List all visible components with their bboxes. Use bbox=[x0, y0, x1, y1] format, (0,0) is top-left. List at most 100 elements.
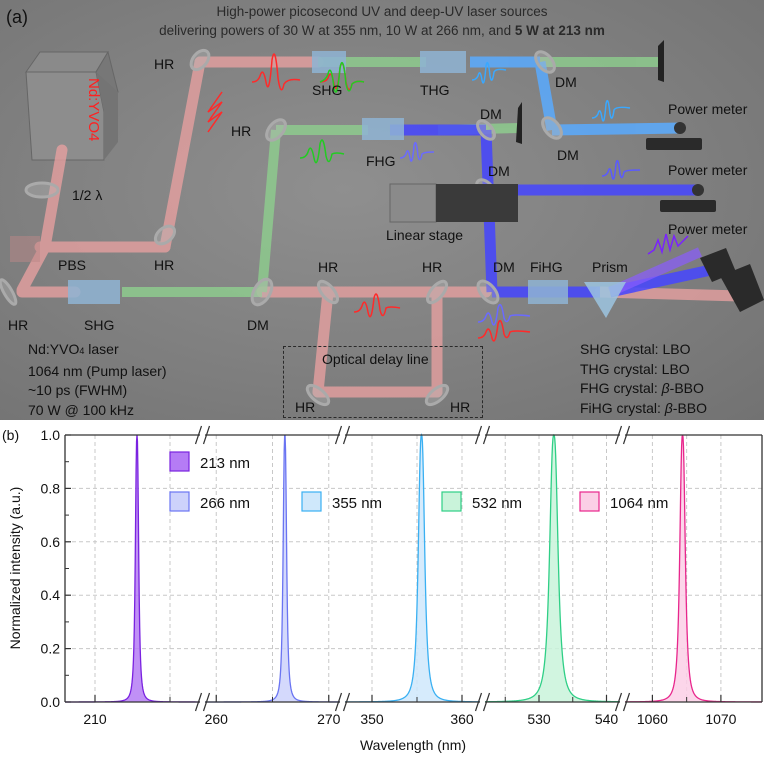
label-optical-delay-line: Optical delay line bbox=[322, 351, 429, 367]
x-tick-label: 350 bbox=[360, 711, 384, 727]
crystals bbox=[68, 51, 568, 304]
label-hr-pbs: HR bbox=[154, 257, 175, 273]
thg-crystal bbox=[420, 51, 466, 73]
label-power-meter-3: Power meter bbox=[668, 221, 748, 237]
uv355-pulse-2 bbox=[591, 99, 631, 122]
x-tick-label: 530 bbox=[527, 711, 551, 727]
green-pulse-1 bbox=[319, 62, 365, 93]
label-power-meter-1: Power meter bbox=[668, 101, 748, 117]
beam-dumps bbox=[516, 40, 664, 144]
grid-layer bbox=[65, 435, 762, 702]
fhg-crystal bbox=[362, 118, 404, 140]
uv266-pulse-2 bbox=[601, 159, 641, 180]
axis-break-mark bbox=[482, 692, 491, 712]
peak-line-532nm bbox=[484, 433, 620, 703]
uv213-pulse bbox=[647, 233, 689, 255]
setup-schematic: (a) High-power picosecond UV and deep-UV… bbox=[0, 0, 764, 420]
legend-item: 213 nm bbox=[169, 451, 250, 472]
fihg-crystal bbox=[528, 280, 568, 304]
label-dm-right2: DM bbox=[557, 147, 579, 163]
peak-line-1064nm bbox=[624, 434, 762, 703]
legend-label: 532 nm bbox=[472, 495, 522, 512]
y-axis-label: Normalized intensity (a.u.) bbox=[7, 487, 23, 650]
polarization-pulse bbox=[207, 91, 223, 133]
label-hr-delay-out: HR bbox=[422, 259, 443, 275]
y-tick-label: 0.8 bbox=[41, 480, 61, 496]
x-tick-label: 540 bbox=[595, 711, 619, 727]
linear-stage bbox=[389, 183, 518, 223]
label-half-wave-plate: 1/2 λ bbox=[72, 187, 103, 203]
label-dm-thg: DM bbox=[480, 106, 502, 122]
peak-fill-532nm bbox=[485, 435, 620, 702]
peak-fill-1064nm bbox=[625, 435, 762, 702]
peak-line-213nm bbox=[65, 434, 200, 703]
crystal-info: SHG crystal: LBO THG crystal: LBO FHG cr… bbox=[580, 340, 707, 418]
pump-laser-info: Nd:YVO4 laser 1064 nm (Pump laser) ~10 p… bbox=[28, 340, 167, 420]
green-pulse-2 bbox=[299, 139, 345, 164]
axis-break-mark bbox=[202, 692, 211, 712]
schematic-drawing bbox=[0, 40, 764, 407]
laser-head bbox=[25, 50, 119, 161]
crystal-info-line: FHG crystal: β-BBO bbox=[580, 380, 704, 396]
legend-item: 1064 nm bbox=[579, 491, 668, 512]
x-tick-label: 260 bbox=[205, 711, 229, 727]
label-dm-fihg: DM bbox=[493, 259, 515, 275]
peak-fill-355nm bbox=[345, 435, 480, 702]
pbs-cube bbox=[10, 236, 40, 262]
axis-break-mark bbox=[474, 692, 483, 712]
axis-break-mark bbox=[194, 425, 203, 445]
pump-info-line1: Nd:YVO4 laser bbox=[28, 341, 119, 357]
pump-info-line2: 1064 nm (Pump laser) bbox=[28, 362, 167, 379]
legend-item: 355 nm bbox=[301, 491, 382, 512]
label-hr-top-left: HR bbox=[154, 56, 175, 72]
legend-swatch bbox=[579, 491, 600, 512]
prism bbox=[584, 282, 626, 318]
axis-break-mark bbox=[614, 692, 623, 712]
pump-info-line3: ~10 ps (FWHM) bbox=[28, 382, 128, 398]
legend-label: 266 nm bbox=[200, 495, 250, 512]
label-dm-fhg: DM bbox=[488, 163, 510, 179]
power-meters bbox=[646, 122, 764, 312]
legend-label: 213 nm bbox=[200, 455, 250, 472]
label-power-meter-2: Power meter bbox=[668, 162, 748, 178]
axis-break-mark bbox=[622, 692, 631, 712]
y-tick-label: 0.0 bbox=[41, 694, 61, 710]
x-tick-label: 210 bbox=[83, 711, 107, 727]
label-prism: Prism bbox=[592, 259, 628, 275]
x-tick-label: 1070 bbox=[705, 711, 736, 727]
shg-crystal bbox=[312, 51, 346, 73]
crystal-info-line: THG crystal: LBO bbox=[580, 360, 690, 377]
crystal-info-line: FiHG crystal: β-BBO bbox=[580, 399, 708, 416]
title-line2-prefix: delivering powers of 30 W at 355 nm, 10 … bbox=[159, 23, 515, 38]
uv266-pulse-1 bbox=[399, 141, 435, 162]
label-fihg: FiHG bbox=[530, 259, 563, 275]
label-pbs: PBS bbox=[58, 257, 87, 273]
axis-break-mark bbox=[614, 425, 623, 445]
label-shg-top: SHG bbox=[312, 82, 343, 98]
x-tick-label: 360 bbox=[450, 711, 474, 727]
label-hr-bottom-left: HR bbox=[8, 317, 29, 333]
label-hr-delay-br: HR bbox=[450, 399, 471, 415]
ir-pulse-4 bbox=[477, 319, 531, 342]
legend-swatch bbox=[441, 491, 462, 512]
y-tick-label: 0.2 bbox=[41, 641, 61, 657]
laser-head-label: Nd:YVO4 bbox=[85, 78, 102, 142]
ir-beam-path bbox=[16, 56, 746, 398]
green-beam-path bbox=[122, 57, 660, 297]
axis-break-mark bbox=[194, 692, 203, 712]
legend-swatch bbox=[169, 491, 190, 512]
axis-break-mark bbox=[202, 425, 211, 445]
chart-svg: 0.0 0.2 0.4 0.6 0.8 1.0 210 260 270 350 360 530 540 1… bbox=[2, 425, 763, 753]
pulse-waveforms bbox=[207, 53, 689, 342]
axis-break-mark bbox=[342, 425, 351, 445]
label-thg: THG bbox=[420, 82, 450, 98]
label-hr-delay-bl: HR bbox=[295, 399, 316, 415]
spectra-chart: 0.0 0.2 0.4 0.6 0.8 1.0 210 260 270 350 360 530 540 1… bbox=[0, 420, 764, 758]
pump-info-line4: 70 W @ 100 kHz bbox=[28, 401, 135, 418]
y-tick-label: 0.6 bbox=[41, 534, 61, 550]
title-line2-bold: 5 W at 213 nm bbox=[514, 23, 605, 38]
axis-break-mark bbox=[334, 425, 343, 445]
label-fhg: FHG bbox=[366, 153, 396, 169]
ir-pulse-3 bbox=[353, 293, 401, 318]
uv213-beam-path bbox=[607, 247, 703, 297]
